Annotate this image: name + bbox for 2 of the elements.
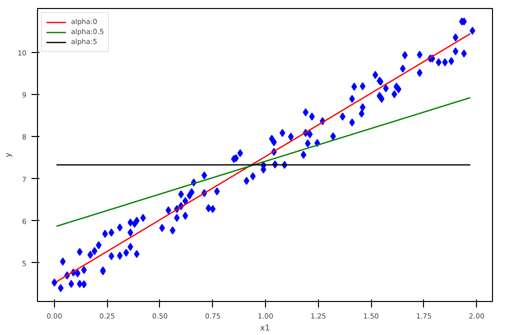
x-axis-title: x1 — [260, 324, 270, 332]
y-axis-title: y — [4, 152, 13, 158]
